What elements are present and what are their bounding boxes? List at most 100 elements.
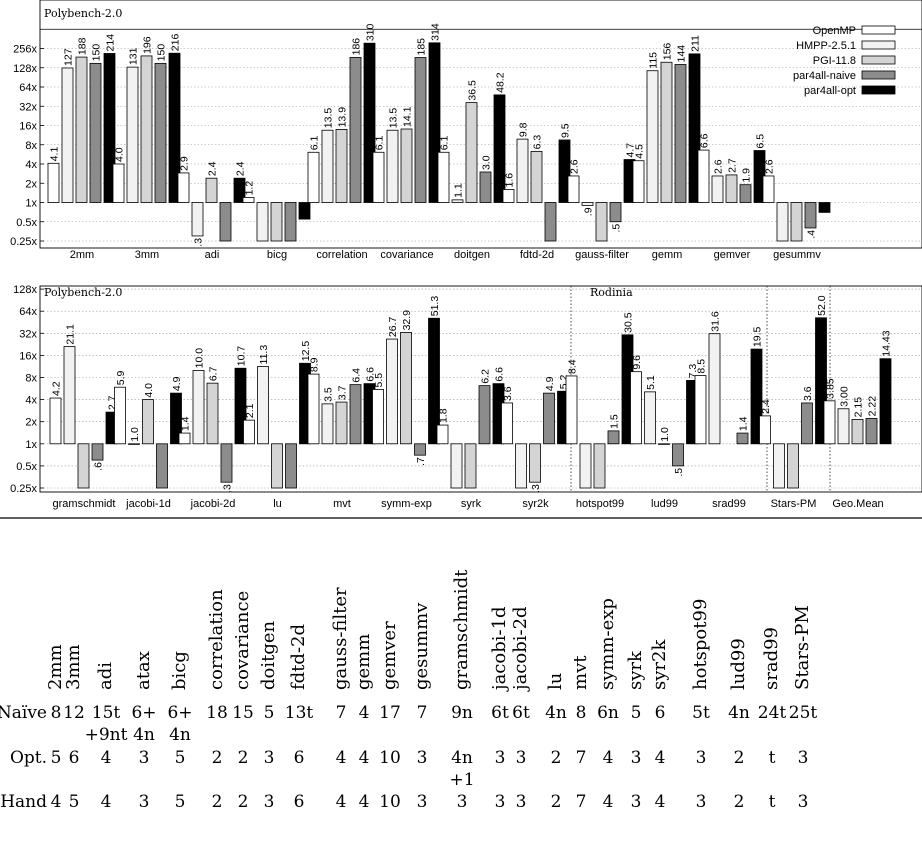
bar-srad99-hmpp-2-5-1	[708, 333, 721, 445]
bar-value-label: 13.5	[323, 108, 335, 129]
bar-value-label: 2.1	[244, 403, 256, 418]
bar-value-label: 3.00	[839, 386, 851, 407]
table-cell: 3	[139, 792, 150, 812]
table-row-label: Opt.	[10, 748, 47, 768]
table-cell: 4	[336, 748, 347, 768]
table-column-header: 2mm	[45, 644, 66, 690]
table-cell: 4n	[169, 725, 191, 745]
bar-hotspot99-pgi-11-8	[593, 443, 606, 489]
table-column-header: fdtd-2d	[288, 624, 309, 690]
bar-value-label: 8.5	[696, 359, 708, 374]
bar-value-label: 131	[128, 47, 140, 65]
bar-value-label: 13.5	[388, 108, 400, 129]
bar-fdtd-2d-hmpp-2-5-1	[516, 138, 529, 203]
bar-value-label: 13.9	[337, 107, 349, 128]
bar-value-label: 4.2	[51, 381, 63, 396]
category-label: gramschmidt	[53, 498, 116, 510]
legend-label: par4all-naive	[793, 70, 856, 82]
bar-value-label: 10.7	[236, 346, 248, 367]
bar-3mm-hmpp-2-5-1	[126, 66, 139, 203]
bar-value-label: 1.4	[738, 416, 750, 431]
bar-gauss-filter-hmpp-2-5-1	[581, 202, 594, 206]
y-tick-label: 256x	[13, 44, 37, 56]
legend-swatch	[861, 70, 896, 80]
bar-value-label: 1.0	[129, 427, 141, 442]
table-cell: 3	[264, 748, 275, 768]
bar-lu-openmp	[243, 419, 255, 445]
bar-value-label: 36.5	[467, 80, 479, 101]
bar-value-label: 7.3	[687, 364, 699, 379]
bar-gramschmidt-pgi-11-8	[77, 443, 90, 489]
table-cell: 18	[206, 703, 228, 723]
y-tick-label: 1x	[25, 198, 37, 210]
bar-value-label: 216	[170, 34, 182, 52]
panel-label: Polybench-2.0	[44, 7, 122, 20]
bar-adi-pgi-11-8	[205, 177, 218, 203]
bar-mvt-par4all-naive	[349, 384, 362, 445]
y-tick-label: 64x	[19, 306, 37, 318]
bar-value-label: 21.1	[65, 324, 77, 345]
y-tick-label: 64x	[19, 82, 37, 94]
bar-symm-exp-par4all-opt	[428, 317, 440, 445]
bar-mvt-hmpp-2-5-1	[321, 403, 334, 445]
bar-lu-pgi-11-8	[271, 443, 283, 489]
y-tick-label: 0.5x	[16, 461, 37, 473]
table-cell: 2	[212, 792, 223, 812]
table-cell: 2	[734, 748, 745, 768]
y-tick-label: 4x	[25, 395, 37, 407]
bar-value-label: 2.4	[235, 161, 247, 176]
table-cell: 2	[551, 748, 562, 768]
bar-value-label: 8.9	[309, 357, 321, 372]
table-cell: 6	[69, 748, 80, 768]
bar-bicg-hmpp-2-5-1	[256, 202, 269, 242]
bar-correlation-hmpp-2-5-1	[321, 129, 334, 203]
bar-value-label: 1.8	[438, 408, 450, 423]
table-cell: 4	[336, 792, 347, 812]
bar-value-label: 6.5	[755, 134, 767, 149]
table-cell: 15t	[92, 703, 121, 723]
bar-value-label: 1.2	[244, 181, 256, 196]
bar-geo-mean-hmpp-2-5-1	[837, 408, 850, 445]
table-column-header: symm-exp	[597, 598, 618, 690]
bar-value-label: 51.3	[429, 296, 441, 317]
table-cell: 15	[232, 703, 254, 723]
table-cell: 2	[238, 748, 249, 768]
table-cell: 4	[359, 748, 370, 768]
table-column-header: gauss-filter	[330, 587, 351, 690]
bar-value-label: 10.0	[194, 348, 206, 369]
bar-value-label: 6.2	[480, 369, 492, 384]
table-cell: 4	[51, 792, 62, 812]
bar-gemver-hmpp-2-5-1	[711, 175, 724, 203]
y-tick-label: 2x	[25, 178, 37, 190]
bar-value-label: 5.9	[115, 370, 127, 385]
bar-gemm-hmpp-2-5-1	[646, 70, 659, 203]
bar-adi-openmp	[177, 172, 190, 203]
bar-jacobi-1d-openmp	[114, 386, 126, 445]
y-tick-label: 0.25x	[10, 236, 37, 248]
category-label: covariance	[380, 249, 433, 261]
bar-value-label: 2.7	[727, 158, 739, 173]
bar-2mm-par4all-opt	[103, 53, 116, 203]
table-column-header: hotspot99	[690, 599, 711, 690]
bar-bicg-par4all-naive	[284, 202, 297, 242]
table-cell: 6n	[597, 703, 619, 723]
bar-syr2k-hmpp-2-5-1	[515, 443, 527, 489]
category-label: lud99	[651, 498, 678, 510]
table-column-header: correlation	[206, 589, 227, 690]
bar-value-label: 3.7	[337, 385, 349, 400]
bar-value-label: 4.0	[143, 383, 155, 398]
bar-2mm-pgi-11-8	[75, 56, 88, 203]
table-cell: 4	[359, 703, 370, 723]
bar-srad99-par4all-opt	[750, 348, 763, 445]
bar-value-label: 6.1	[374, 136, 386, 151]
table-cell: 4n	[133, 725, 155, 745]
table-cell: 5t	[692, 703, 710, 723]
bar-gesummv-openmp	[762, 175, 775, 203]
y-tick-label: 8x	[25, 140, 37, 152]
bar-syr2k-pgi-11-8	[529, 443, 541, 483]
bar-geo-mean-par4all-naive	[865, 417, 878, 445]
bar-value-label: 14.43	[881, 330, 893, 356]
table-cell: 4	[603, 792, 614, 812]
bar-value-label: 188	[77, 37, 89, 55]
category-label: mvt	[333, 498, 351, 510]
